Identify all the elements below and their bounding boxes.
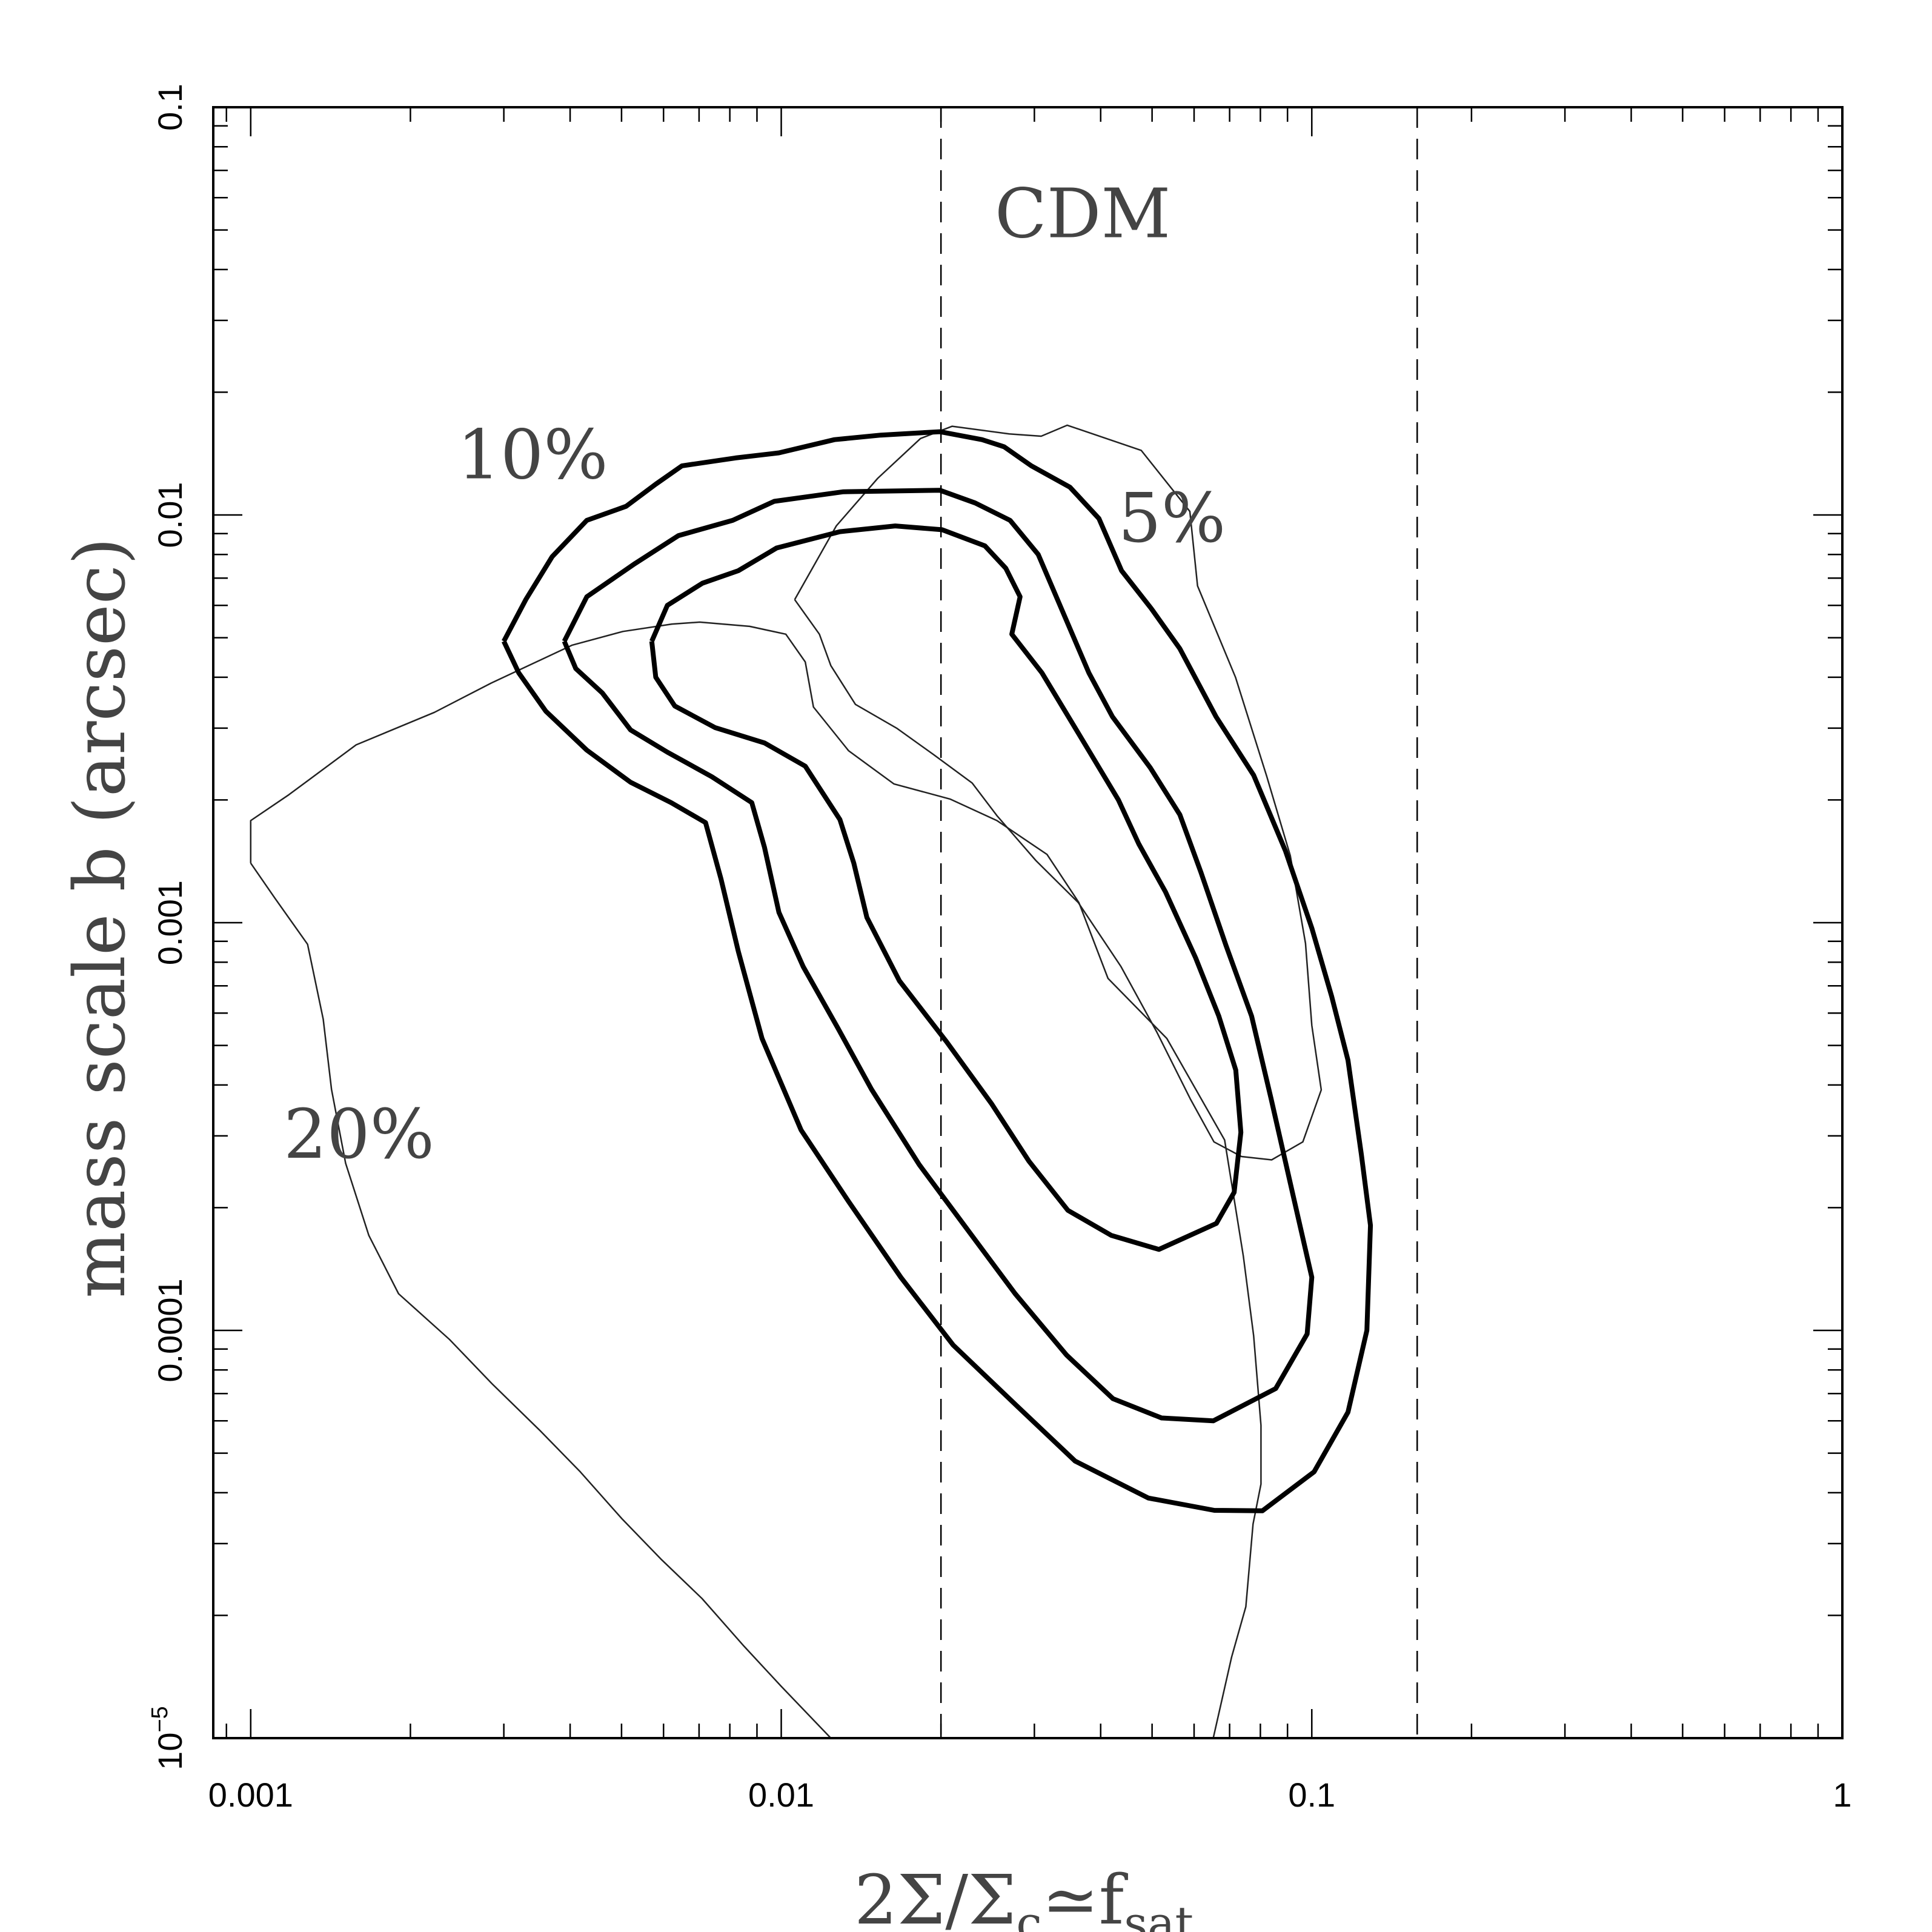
thin-contours [250,424,1323,1739]
x-tick-label: 0.001 [208,1776,293,1814]
annotation-cdm: CDM [995,175,1170,254]
y-tick-label: 0.001 [151,880,189,965]
y-tick-label: 0.01 [151,482,189,548]
thin-contour-5% [794,424,1323,1161]
y-tick-labels: 0.1 0.01 0.001 0.0001 10−5 [147,84,189,1770]
x-axis-title-sub2: sat [1124,1896,1193,1932]
thin-contour-20%-lower [250,862,832,1739]
annotation-20pct: 20% [284,1095,434,1174]
vertical-reference-lines [940,107,1418,1738]
annotation-10pct: 10% [457,416,608,494]
bold-contour-middle [562,488,1315,1424]
axis-ticks [213,106,1844,1739]
x-axis-title-base: 2Σ/Σ [854,1861,1016,1932]
y-tick-label: 0.0001 [151,1278,189,1382]
bold-contour-inner [649,523,1244,1252]
x-tick-label: 1 [1833,1776,1851,1814]
x-tick-label: 0.01 [748,1776,814,1814]
contour-annotations: CDM 10% 5% 20% [284,175,1226,1175]
x-tick-label: 0.1 [1288,1776,1335,1814]
bold-contour-outer [501,429,1373,1513]
bold-contours [501,429,1373,1513]
y-axis-title: mass scale b (arcsec) [59,537,141,1298]
x-axis-title: 2Σ/Σc≃fsat [854,1861,1193,1932]
x-axis-title-approx: ≃f [1042,1861,1129,1932]
x-tick-labels: 0.001 0.01 0.1 1 [208,1776,1852,1814]
x-axis-title-sub1: c [1016,1896,1042,1932]
y-tick-label: 10−5 [147,1706,189,1770]
y-tick-label: 0.1 [151,84,189,131]
annotation-5pct: 5% [1118,479,1226,558]
thin-contour-20% [250,621,1262,1739]
plot-frame [212,106,1844,1739]
